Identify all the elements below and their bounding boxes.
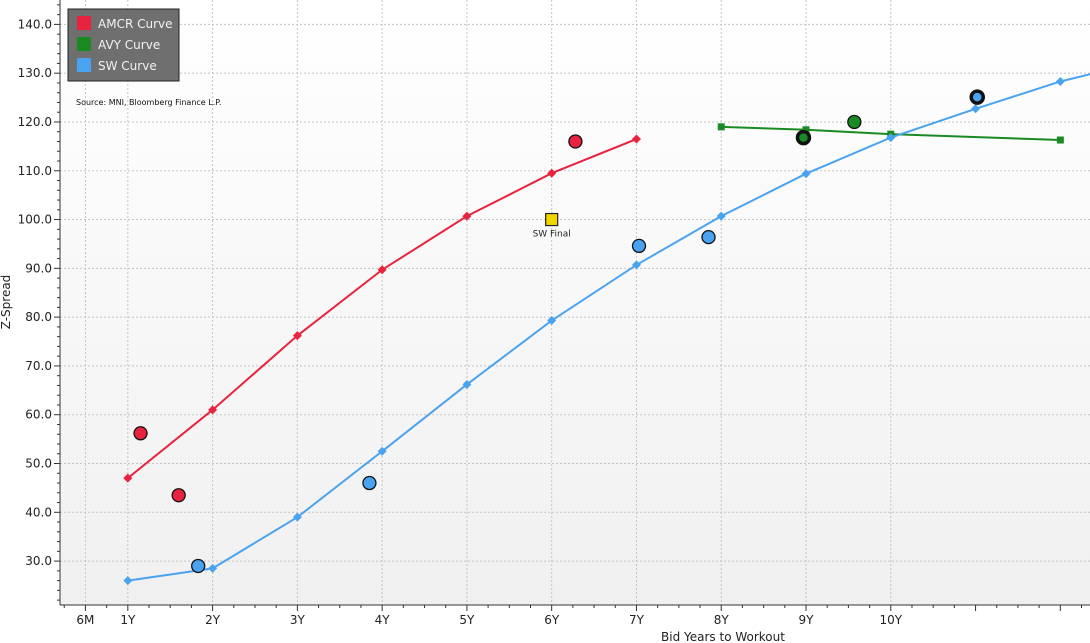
x-tick-label: 2Y (205, 613, 221, 627)
series-point (292, 331, 302, 341)
series-point (971, 104, 981, 114)
bond-point (969, 89, 986, 105)
x-tick-label: 6M (76, 613, 94, 627)
plot-area (60, 0, 1090, 605)
bond-point (191, 558, 206, 574)
series-point (801, 169, 811, 179)
series-lines (123, 73, 1090, 586)
y-tick-label: 100.0 (18, 213, 52, 227)
x-tick-label: 1Y (120, 613, 136, 627)
series-point (377, 446, 387, 456)
x-tick-label: 5Y (459, 613, 475, 627)
series-point (631, 260, 641, 270)
y-tick-label: 40.0 (25, 505, 52, 519)
y-tick-label: 30.0 (25, 554, 52, 568)
series-point (123, 576, 133, 586)
series-point (547, 168, 557, 178)
legend-label: AMCR Curve (98, 17, 173, 31)
bond-point (795, 129, 812, 146)
series-point (716, 211, 726, 221)
bond-point (568, 134, 583, 149)
series-point (886, 133, 896, 143)
plot-background (60, 0, 1090, 605)
legend-label: AVY Curve (98, 38, 160, 52)
bond-point (133, 426, 148, 441)
series-point (462, 379, 472, 389)
y-tick-label: 70.0 (25, 359, 52, 373)
series-point (717, 123, 725, 131)
annotation-label: SW Final (533, 230, 571, 240)
x-tick-label: 7Y (629, 613, 645, 627)
x-tick-label: 8Y (714, 613, 730, 627)
y-tick-label: 80.0 (25, 310, 52, 324)
series-point (1055, 76, 1065, 86)
series-point (292, 512, 302, 522)
legend-swatch (77, 37, 91, 51)
source-note: Source: MNI, Bloomberg Finance L.P. (76, 98, 221, 107)
bond-point (631, 238, 647, 254)
bond-points (133, 89, 986, 574)
legend[interactable]: AMCR Curve AVY Curve SW Curve (67, 8, 180, 82)
bond-point (171, 488, 186, 503)
y-tick-label: 50.0 (25, 457, 52, 471)
bond-point (847, 114, 862, 130)
series-point (462, 211, 472, 221)
series-point (631, 134, 641, 144)
x-tick-label: 3Y (290, 613, 306, 627)
series-point (123, 473, 133, 483)
legend-swatch (77, 58, 91, 72)
bond-point (362, 475, 377, 491)
annotations: SW Final (533, 212, 571, 240)
y-tick-label: 60.0 (25, 408, 52, 422)
gridlines (60, 0, 1090, 605)
x-axis-title: Bid Years to Workout (661, 630, 785, 643)
y-tick-label: 90.0 (25, 261, 52, 275)
x-tick-label: 6Y (544, 613, 560, 627)
series-line (721, 125, 1061, 142)
annotation-marker (545, 212, 559, 227)
y-axis-title: Z-Spread (0, 275, 13, 330)
legend-swatch (77, 16, 91, 30)
legend-label: SW Curve (98, 59, 157, 73)
series-point (1056, 136, 1064, 144)
series-point (208, 563, 218, 573)
series-point (377, 265, 387, 275)
y-tick-label: 140.0 (18, 17, 52, 31)
y-tick-label: 120.0 (18, 115, 52, 129)
series-point (802, 126, 810, 134)
x-tick-label: 9Y (799, 613, 815, 627)
series-point (547, 316, 557, 326)
y-tick-label: 110.0 (18, 164, 52, 178)
x-tick-label: 4Y (375, 613, 391, 627)
x-tick-label: 10Y (879, 613, 902, 627)
series-point (208, 405, 218, 415)
y-tick-label: 130.0 (18, 66, 52, 80)
bond-point (701, 229, 716, 245)
